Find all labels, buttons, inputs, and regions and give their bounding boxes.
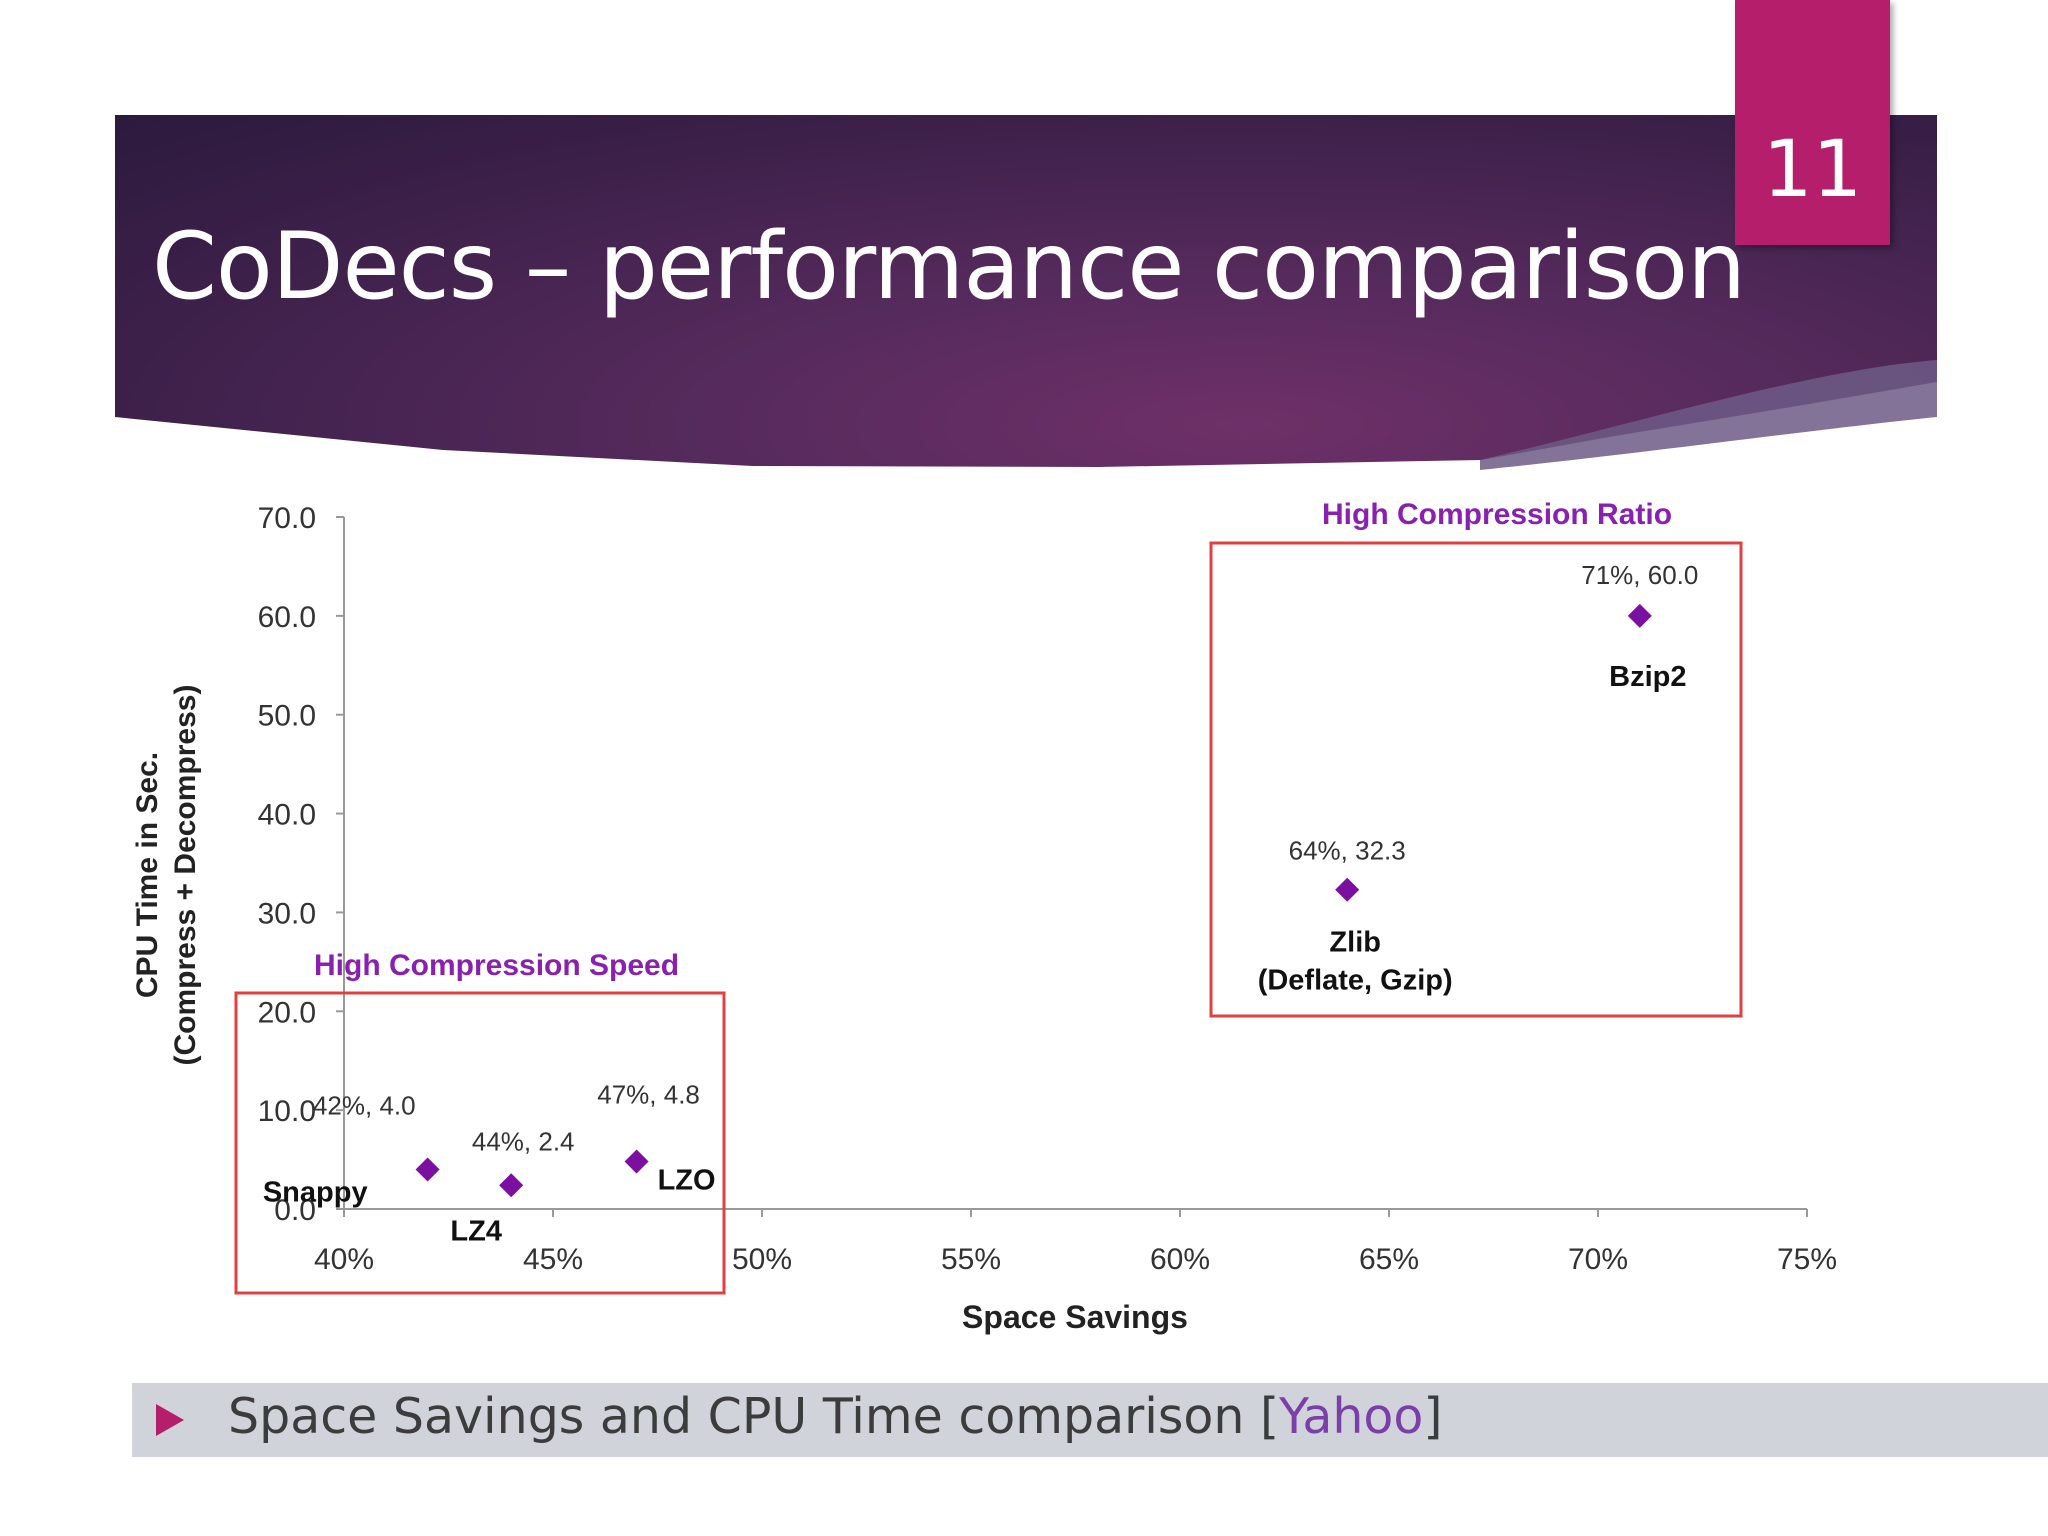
scatter-chart: 40% 45% 50% 55% 60% 65% 70% 75% 0.0 10.0 20.0 30.0 4… — [131, 498, 1837, 1335]
y-axis-title-line1: CPU Time in Sec. — [131, 752, 164, 998]
title-banner — [115, 115, 1937, 467]
x-tick-label: 40% — [314, 1243, 374, 1276]
data-value-label: 64%, 32.3 — [1289, 836, 1406, 866]
x-tick-label: 50% — [732, 1243, 792, 1276]
data-value-label: 47%, 4.8 — [597, 1080, 700, 1110]
data-point-snappy — [415, 1157, 440, 1182]
y-tick-label: 60.0 — [258, 601, 316, 634]
x-tick-label: 45% — [523, 1243, 583, 1276]
caption-text-after: ] — [1423, 1388, 1443, 1445]
caption-bar — [132, 1383, 2048, 1457]
data-point-zlib — [1335, 877, 1360, 902]
y-tick-label: 70.0 — [258, 502, 316, 535]
x-tick-label: 55% — [941, 1243, 1001, 1276]
data-point-lz4 — [499, 1173, 524, 1198]
y-tick-label: 20.0 — [258, 996, 316, 1029]
banner-swoosh — [1480, 360, 1937, 470]
data-point-name: Bzip2 — [1609, 661, 1686, 693]
slide-title: CoDecs – performance comparison — [152, 212, 1746, 320]
speed-group-label: High Compression Speed — [314, 949, 679, 982]
data-point-name: Snappy — [263, 1176, 368, 1208]
caption-text-before: Space Savings and CPU Time comparison [ — [228, 1388, 1280, 1445]
data-point-lzo — [624, 1149, 649, 1174]
y-tick-label: 30.0 — [258, 897, 316, 930]
data-point-name: (Deflate, Gzip) — [1258, 965, 1453, 997]
data-value-label: 71%, 60.0 — [1581, 560, 1698, 590]
data-point-name: Zlib — [1329, 927, 1381, 959]
x-axis-title: Space Savings — [962, 1299, 1188, 1335]
y-tick-label: 10.0 — [258, 1095, 316, 1128]
ratio-group-box — [1209, 541, 1743, 1018]
x-tick-label: 75% — [1777, 1243, 1837, 1276]
slide-number: 11 — [1762, 125, 1863, 215]
x-tick-label: 65% — [1359, 1243, 1419, 1276]
y-tick-label: 0.0 — [274, 1194, 316, 1227]
y-tick-label: 50.0 — [258, 700, 316, 733]
data-value-label: 44%, 2.4 — [472, 1126, 575, 1156]
data-point-name: LZ4 — [450, 1215, 502, 1247]
data-point-name: LZO — [658, 1165, 716, 1197]
caption-text: Space Savings and CPU Time comparison [Y… — [228, 1388, 1443, 1445]
bullet-arrow-icon — [156, 1404, 184, 1436]
slide-number-box: 11 — [1735, 0, 1890, 245]
x-tick-label: 60% — [1150, 1243, 1210, 1276]
x-tick-label: 70% — [1568, 1243, 1628, 1276]
data-point-bzip2 — [1627, 603, 1652, 628]
ratio-group-label: High Compression Ratio — [1322, 498, 1672, 531]
y-tick-label: 40.0 — [258, 799, 316, 832]
yahoo-link[interactable]: Yahoo — [1279, 1388, 1424, 1445]
speed-group-box — [234, 991, 726, 1295]
data-value-label: 42%, 4.0 — [313, 1090, 416, 1120]
y-axis-title-line2: (Compress + Decompress) — [169, 685, 202, 1066]
